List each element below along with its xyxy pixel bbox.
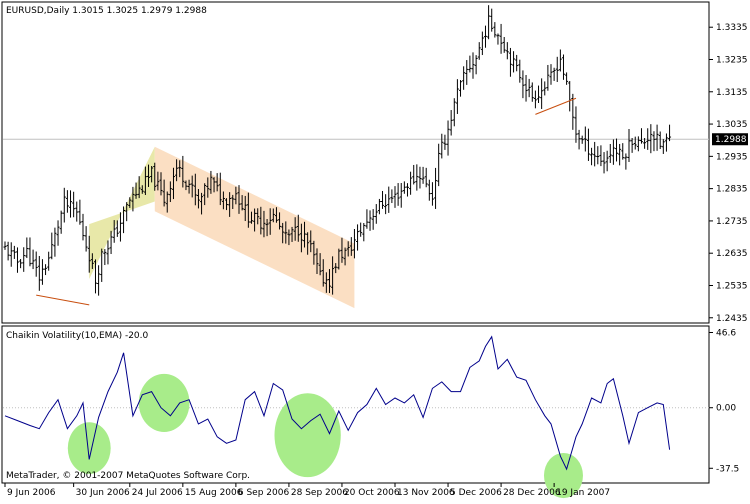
trendline — [36, 294, 90, 306]
time-tick-label: 28 Sep 2006 — [291, 488, 348, 498]
last-price-box — [712, 133, 748, 146]
indicator-panel-frame — [1, 325, 710, 484]
highlight-ellipse — [274, 393, 341, 478]
price-axis: 1.3335 1.3235 1.3135 1.3035 1.2935 1.2835 1.27… — [709, 23, 748, 324]
price-tick-label: 1.2935 — [716, 152, 748, 162]
copyright-text: MetaTrader, © 2001-2007 MetaQuotes Softw… — [6, 471, 250, 481]
price-panel-frame — [1, 1, 710, 324]
time-tick-label: 19 Jan 2007 — [556, 488, 610, 498]
ohlc-bars — [3, 5, 672, 296]
price-chart-title: EURUSD,Daily 1.3015 1.3025 1.2979 1.2988 — [6, 6, 207, 16]
time-tick-label: 5 Dec 2006 — [450, 488, 502, 498]
time-tick-label: 20 Oct 2006 — [344, 488, 400, 498]
highlight-layer — [67, 373, 583, 499]
indicator-axis: 46.6 0.00 -37.5 — [709, 328, 739, 474]
highlight-ellipse — [67, 422, 111, 474]
time-tick-label: 30 Jun 2006 — [76, 488, 130, 498]
last-price-label: 1.2988 — [715, 135, 747, 145]
indicator-tick-label: 0.00 — [716, 404, 736, 414]
price-tick-label: 1.2735 — [716, 217, 748, 227]
price-tick-label: 1.2435 — [716, 314, 748, 324]
time-tick-label: 24 Jul 2006 — [132, 488, 183, 498]
indicator-line-layer — [4, 335, 671, 471]
price-tick-label: 1.3035 — [716, 120, 748, 130]
indicator-tick-label: 46.6 — [716, 328, 736, 338]
highlight-ellipse — [138, 373, 190, 432]
trendline — [535, 97, 577, 115]
chaikin-volatility-line — [4, 335, 671, 471]
time-axis: 9 Jun 2006 30 Jun 2006 24 Jul 2006 15 Aug 2… — [4, 483, 610, 498]
trendline-layer — [36, 97, 577, 306]
price-tick-label: 1.3335 — [716, 23, 748, 33]
price-tick-label: 1.2535 — [716, 281, 748, 291]
time-tick-label: 15 Aug 2006 — [185, 488, 243, 498]
time-tick-label: 13 Nov 2006 — [397, 488, 455, 498]
time-tick-label: 28 Dec 2006 — [503, 488, 561, 498]
time-tick-label: 6 Sep 2006 — [238, 488, 290, 498]
indicator-title: Chaikin Volatility(10,EMA) -20.0 — [6, 331, 149, 341]
price-tick-label: 1.2835 — [716, 185, 748, 195]
price-tick-label: 1.3235 — [716, 55, 748, 65]
price-tick-label: 1.2635 — [716, 249, 748, 259]
price-tick-label: 1.3135 — [716, 88, 748, 98]
indicator-tick-label: -37.5 — [716, 464, 739, 474]
time-tick-label: 9 Jun 2006 — [7, 488, 56, 498]
